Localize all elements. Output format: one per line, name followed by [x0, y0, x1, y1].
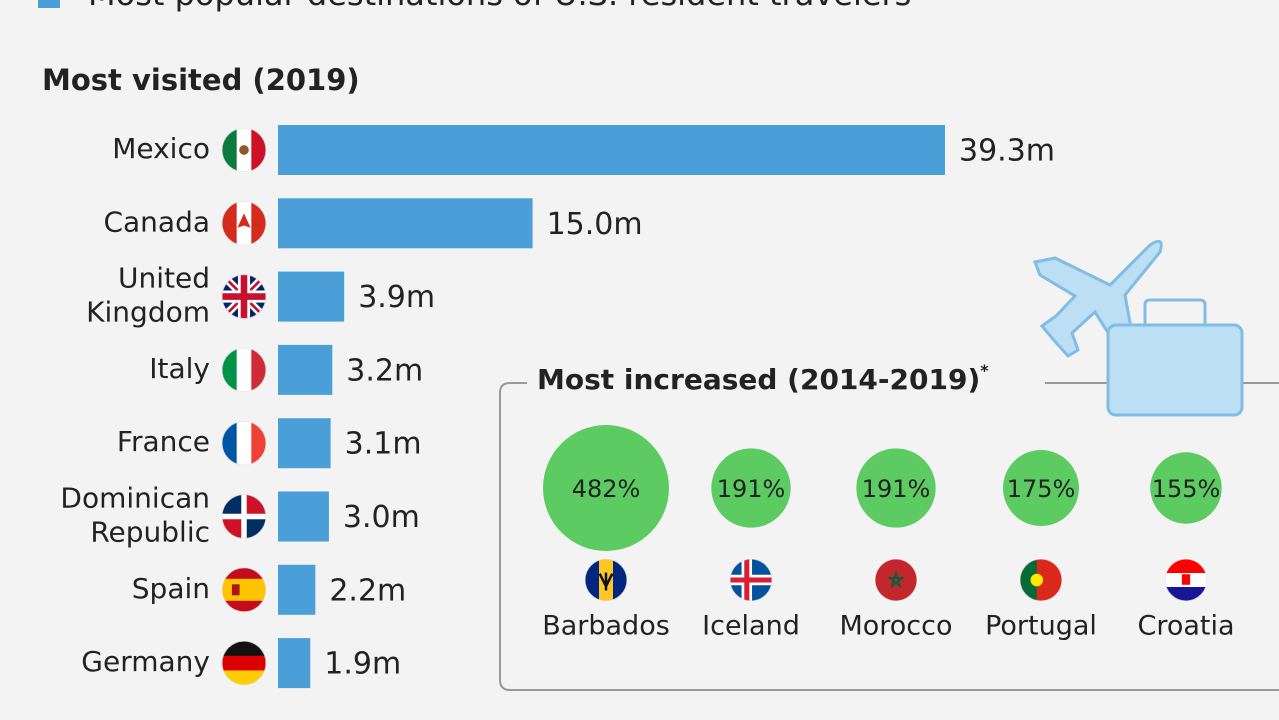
flag-part [222, 655, 266, 672]
flag-part [222, 578, 266, 602]
bar [278, 564, 316, 615]
flag-part [222, 421, 238, 466]
value-label: 482% [572, 475, 641, 503]
panel-border [499, 382, 1279, 691]
flag-part [222, 600, 266, 612]
flag-icon [222, 641, 266, 686]
flag-icon [222, 494, 266, 539]
category-label: Iceland [702, 611, 800, 642]
bubble-section-title: Most increased (2014-2019)* [537, 361, 989, 397]
category-label: Portugal [985, 611, 1097, 642]
flag-part [251, 421, 266, 466]
bubble [1003, 450, 1079, 526]
flag-icon [222, 274, 266, 319]
bubble [543, 425, 669, 551]
travel-icon [1032, 239, 1244, 417]
bubble [1150, 452, 1222, 524]
category-label: Morocco [839, 611, 952, 642]
category-label: Croatia [1137, 611, 1234, 642]
value-label: 3.9m [358, 280, 435, 315]
flag-part [613, 559, 627, 601]
flag-part [222, 201, 238, 246]
category-label: Barbados [542, 611, 670, 642]
flag-part [251, 347, 266, 392]
value-label: 191% [717, 475, 786, 503]
value-label: 2.2m [329, 573, 406, 608]
flag-icon [222, 567, 266, 612]
bar [278, 198, 533, 249]
value-label: 39.3m [959, 134, 1055, 169]
value-label: 191% [862, 475, 931, 503]
bubble [711, 448, 791, 528]
flag-part [239, 145, 249, 155]
value-label: 3.2m [346, 353, 423, 388]
value-label: 3.0m [343, 500, 420, 535]
flag-part [222, 347, 238, 392]
flag-icon [222, 201, 266, 246]
flag-icon [222, 128, 266, 172]
title-text: Most increased (2014-2019) [537, 363, 980, 396]
flag-icon [585, 559, 627, 601]
flag-icon [875, 559, 917, 601]
category-label: Spain [132, 572, 210, 605]
value-label: 155% [1152, 475, 1221, 503]
flag-part [231, 584, 240, 596]
footnote-mark: * [980, 361, 989, 380]
flag-icon [1020, 559, 1062, 601]
flag-part [236, 347, 253, 392]
flag-icon [730, 559, 772, 601]
flag-icon [1165, 559, 1207, 601]
category-label: Dominican Republic [60, 482, 210, 549]
bar [278, 271, 345, 322]
legend-swatch [38, 0, 60, 8]
bubble [856, 448, 936, 528]
flag-part [585, 559, 600, 601]
flag-part [251, 128, 266, 172]
flag-part [237, 213, 251, 228]
category-label: France [117, 425, 210, 458]
flag-part [875, 559, 917, 601]
category-label: Canada [103, 205, 210, 238]
flag-part [222, 128, 238, 172]
flag-part [1030, 573, 1044, 587]
category-label: Mexico [112, 132, 210, 165]
bar [278, 125, 945, 175]
flag-part [222, 641, 266, 657]
value-label: 15.0m [547, 207, 643, 242]
category-label: Italy [149, 352, 210, 385]
bar [278, 418, 331, 469]
bar-section-title: Most visited (2019) [42, 63, 360, 97]
flag-part [1020, 559, 1037, 601]
category-label: United Kingdom [86, 262, 210, 329]
bar [278, 491, 329, 542]
category-label: Germany [81, 645, 210, 678]
flag-part [730, 577, 772, 583]
flag-part [887, 570, 905, 589]
flag-part [1165, 587, 1207, 601]
flag-part [1180, 573, 1192, 586]
value-label: 175% [1007, 475, 1076, 503]
bar [278, 638, 311, 689]
flag-part [236, 421, 253, 466]
flag-part [222, 494, 266, 539]
flag-part [222, 670, 266, 686]
value-label: 1.9m [324, 647, 401, 682]
flag-part [1165, 559, 1207, 574]
flag-part [598, 572, 614, 591]
flag-icon [222, 421, 266, 466]
page-title: Most popular destinations of U.S. reside… [88, 0, 911, 13]
flag-part [251, 201, 266, 246]
flag-part [222, 274, 266, 319]
value-label: 3.1m [345, 427, 422, 462]
flag-icon [222, 347, 266, 392]
bar [278, 344, 333, 395]
